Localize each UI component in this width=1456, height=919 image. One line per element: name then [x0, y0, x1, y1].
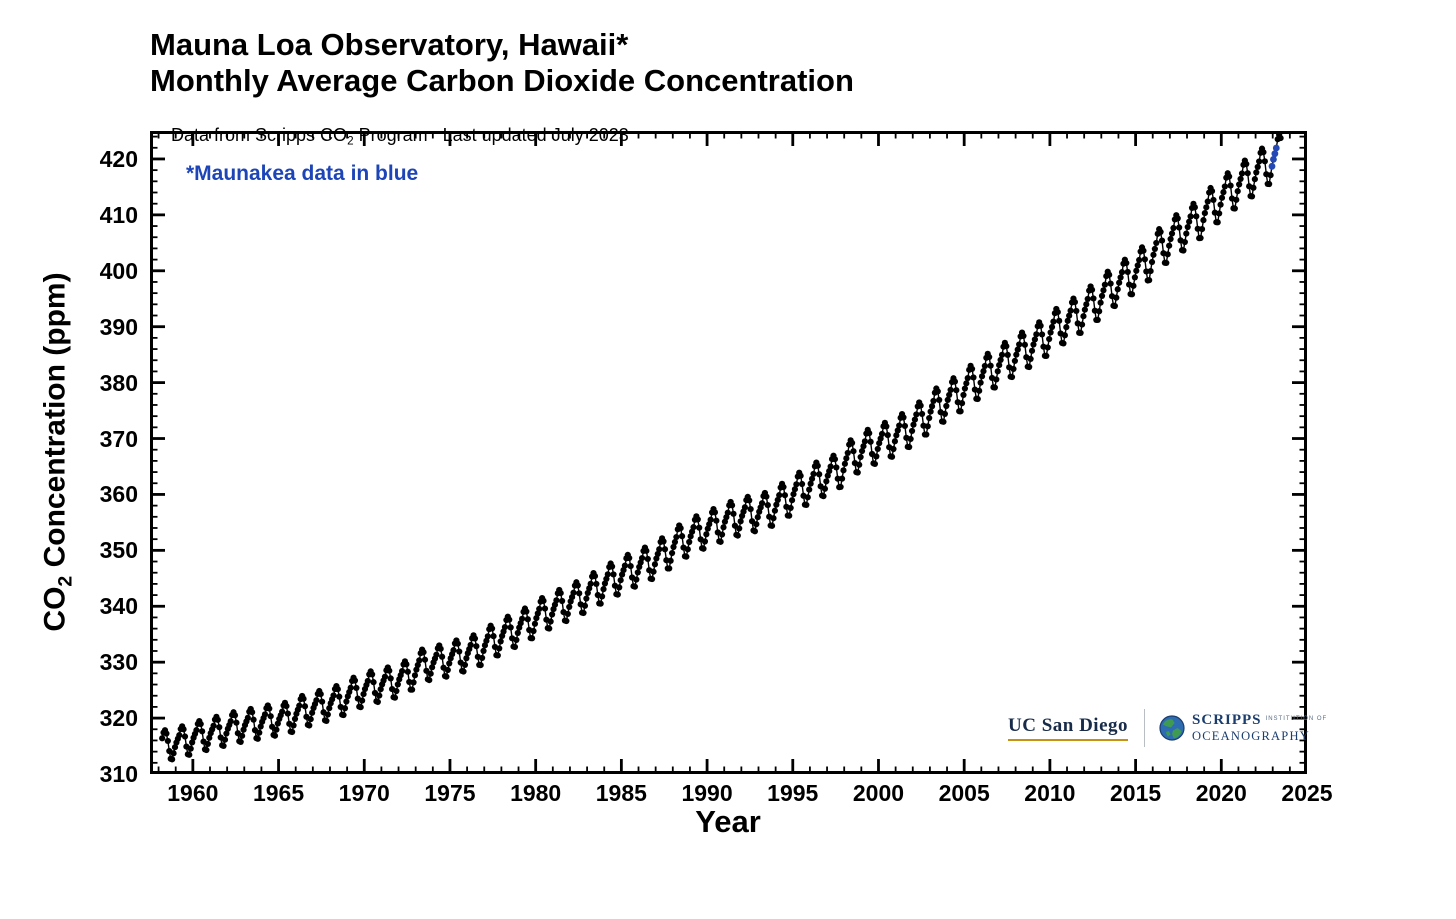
- y-label-units: Concentration (ppm): [38, 272, 72, 576]
- y-tick-label: 420: [99, 145, 138, 172]
- y-tick-label: 400: [99, 257, 138, 284]
- chart-title-line1: Mauna Loa Observatory, Hawaii*: [150, 27, 629, 62]
- y-tick-label: 330: [99, 649, 138, 676]
- subtitle-subscript: 2: [347, 134, 354, 148]
- chart-subtitle: Data from Scripps CO2 Program Last updat…: [151, 104, 629, 169]
- scripps-oceanography: OCEANOGRAPHY: [1192, 729, 1310, 744]
- maunakea-annotation: *Maunakea data in blue: [186, 162, 419, 185]
- subtitle-text: Data from Scripps CO: [171, 125, 348, 145]
- chart-title-line2: Monthly Average Carbon Dioxide Concentra…: [150, 63, 854, 98]
- y-tick-label: 320: [99, 705, 138, 732]
- y-tick-label: 370: [99, 425, 138, 452]
- x-tick-label: 1975: [424, 780, 476, 806]
- y-tick-label: 380: [99, 369, 138, 396]
- x-axis-label: Year: [695, 804, 761, 839]
- x-tick-label: 1960: [167, 780, 219, 806]
- y-tick-label: 360: [99, 481, 138, 508]
- plot-area: [150, 131, 1307, 774]
- y-tick-label: 340: [99, 593, 138, 620]
- x-tick-label: 1965: [252, 780, 305, 806]
- x-tick-label: 2020: [1195, 780, 1247, 806]
- y-tick-label: 390: [99, 313, 138, 340]
- keeling-curve-plot: [150, 131, 1307, 774]
- x-tick-label: 2000: [852, 780, 905, 806]
- ucsd-logo: UC San Diego: [1008, 715, 1129, 741]
- x-tick-label: 1990: [681, 780, 733, 806]
- x-tick-label: 1985: [595, 780, 647, 806]
- scripps-logo: SCRIPPS INSTITUTION OF OCEANOGRAPHY: [1192, 713, 1327, 743]
- x-tick-label: 1970: [338, 780, 390, 806]
- y-tick-label: 410: [99, 201, 138, 228]
- x-tick-label: 2010: [1024, 780, 1076, 806]
- y-label-subscript: 2: [54, 575, 77, 587]
- x-tick-label: 2015: [1109, 780, 1162, 806]
- globe-icon: [1159, 715, 1185, 741]
- x-tick-label: 2025: [1281, 780, 1333, 806]
- logo-divider: [1144, 709, 1146, 747]
- scripps-name: SCRIPPS: [1192, 712, 1262, 729]
- y-tick-label: 310: [99, 761, 138, 787]
- scripps-institution-of: INSTITUTION OF: [1265, 716, 1328, 723]
- x-tick-label: 1995: [767, 780, 819, 806]
- logo-lockup: UC San Diego SCRIPPS INSTITUTION OF OCEA…: [1008, 704, 1327, 752]
- y-tick-label: 350: [99, 537, 138, 564]
- x-tick-label: 2005: [938, 780, 990, 806]
- x-tick-label: 1980: [510, 780, 562, 806]
- y-label-text: CO: [38, 586, 72, 632]
